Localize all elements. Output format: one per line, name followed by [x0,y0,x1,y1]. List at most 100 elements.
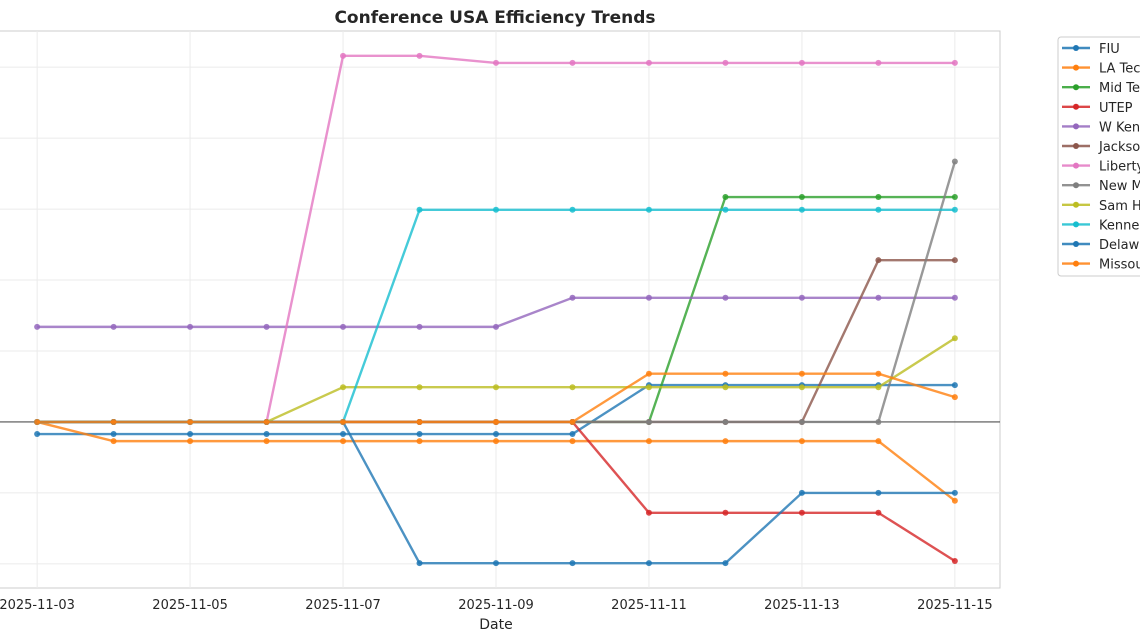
data-point [951,194,958,201]
data-point [340,438,347,445]
data-point [645,418,652,425]
legend-label: Missouri St [1099,258,1140,273]
legend-marker [1073,84,1079,91]
data-point [875,489,882,496]
data-point [340,431,347,438]
data-point [951,335,958,342]
data-point [645,370,652,377]
data-point [569,431,576,438]
data-point [110,431,117,438]
x-tick-label: 2025-11-09 [458,598,534,613]
data-point [263,438,270,445]
legend-item: W Kentucky [1062,120,1140,135]
x-axis-label: Date [479,617,512,633]
data-point [416,431,423,438]
data-point [951,497,958,504]
legend-marker [1073,241,1079,247]
data-point [263,431,270,438]
data-point [951,59,958,66]
data-point [798,294,805,301]
data-point [110,438,117,445]
data-point [569,438,576,445]
legend: FIU LA Tech Mid Tenn UTEP W Kentucky Jacksonv… [1057,36,1140,277]
data-point [493,384,499,391]
data-point [340,323,347,330]
data-point [798,489,805,496]
data-point [798,206,805,213]
data-point [645,294,652,301]
data-point [722,59,729,66]
data-point [875,370,882,377]
data-point [951,489,958,496]
data-point [722,370,729,377]
series-w-kentucky [34,294,958,330]
data-point [875,206,882,213]
data-point [187,418,194,425]
legend-marker [1073,162,1079,169]
data-point [951,294,958,301]
legend-marker [1073,45,1079,51]
plot-area [0,30,1001,589]
data-point [569,418,576,425]
data-point [875,418,882,425]
legend-label: FIU [1099,42,1120,57]
data-point [722,560,729,567]
data-point [875,294,882,301]
data-point [722,418,729,425]
data-point [798,418,805,425]
legend-label: UTEP [1099,101,1133,116]
data-point [722,509,729,516]
data-point [951,558,958,565]
data-point [798,194,805,201]
data-point [645,509,652,516]
data-point [34,323,41,330]
data-point [645,560,652,567]
legend-marker [1073,221,1079,228]
data-point [416,323,423,330]
data-point [645,438,652,445]
x-tick-label: 2025-11-13 [764,598,840,613]
data-point [798,509,805,516]
data-point [493,431,499,438]
legend-label: New Mexico St [1099,179,1140,194]
data-point [493,323,499,330]
series-missouri-st [34,370,958,425]
legend-label: Kennesaw St [1099,218,1140,233]
data-point [416,438,423,445]
legend-item: Mid Tenn [1062,81,1140,96]
legend-label: Liberty [1099,160,1140,175]
data-point [722,438,729,445]
data-point [493,206,499,213]
x-tick-label: 2025-11-03 [0,598,75,613]
data-point [798,370,805,377]
data-point [569,294,576,301]
data-point [951,206,958,213]
legend-label: Delaware [1099,238,1140,253]
data-point [416,206,423,213]
data-point [569,59,576,66]
legend-marker [1073,123,1079,130]
legend-item: UTEP [1062,101,1133,116]
data-point [875,194,882,201]
series-lines [34,52,958,567]
x-tick-label: 2025-11-07 [305,598,381,613]
data-point [798,59,805,66]
legend-item: New Mexico St [1062,179,1140,194]
legend-marker [1073,201,1079,208]
legend-item: Kennesaw St [1062,218,1140,233]
data-point [416,418,423,425]
data-point [493,59,499,66]
data-point [875,438,882,445]
legend-marker [1073,182,1079,189]
data-point [722,194,729,201]
legend-item: LA Tech [1062,62,1140,77]
data-point [951,394,958,401]
legend-marker [1073,143,1079,149]
legend-marker [1073,260,1079,267]
legend-label: Sam Houston [1099,199,1140,214]
legend-item: Sam Houston [1062,199,1140,214]
legend-item: Delaware [1062,238,1140,253]
data-point [798,384,805,391]
legend-marker [1073,64,1079,71]
